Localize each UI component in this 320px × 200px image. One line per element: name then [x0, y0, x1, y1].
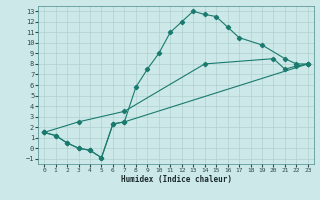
X-axis label: Humidex (Indice chaleur): Humidex (Indice chaleur) [121, 175, 231, 184]
